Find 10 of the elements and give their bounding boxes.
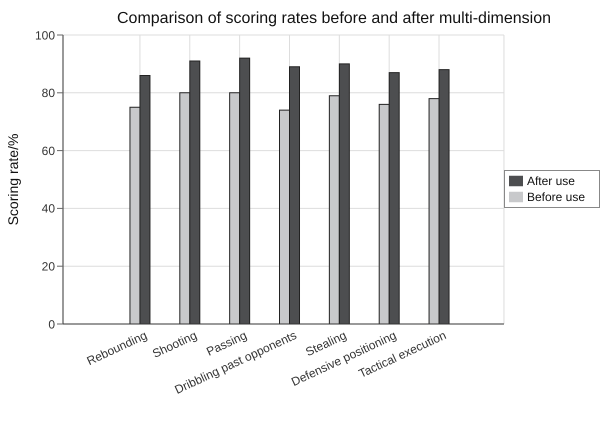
y-tick-label: 40 [42, 202, 56, 216]
legend-label: After use [526, 174, 575, 188]
y-tick-label: 60 [42, 144, 56, 158]
chart-title: Comparison of scoring rates before and after multi-dimension [116, 10, 552, 28]
legend-label: Before use [526, 190, 585, 204]
y-axis-title: Scoring rate/% [4, 134, 21, 226]
y-tick-label: 100 [34, 28, 56, 42]
y-tick-label: 20 [42, 259, 56, 274]
y-tick-label: 80 [42, 86, 56, 100]
y-tick-label: 0 [48, 317, 56, 332]
